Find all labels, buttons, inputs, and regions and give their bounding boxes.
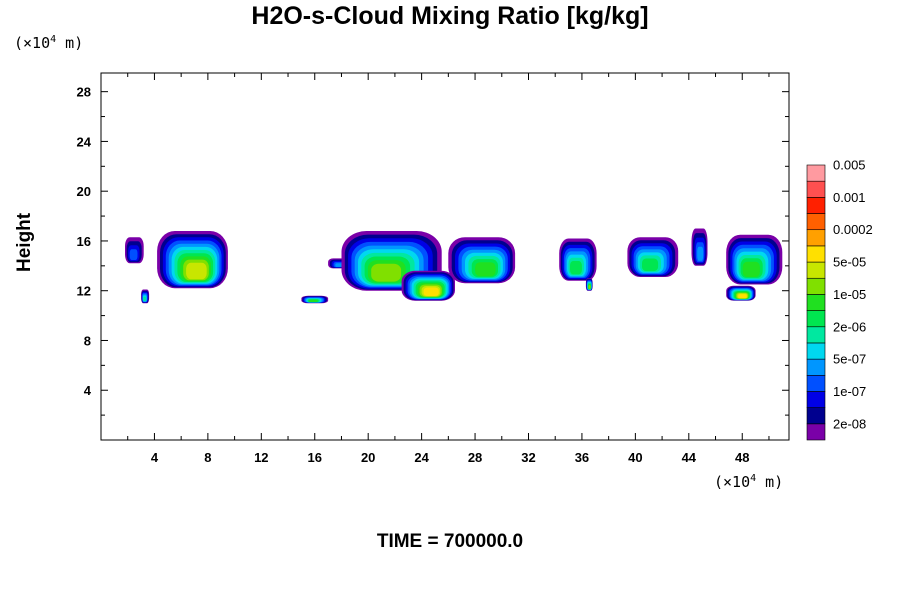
contour-level <box>423 287 439 296</box>
x-tick-label: 32 <box>521 450 535 465</box>
colorbar-swatch <box>806 261 826 279</box>
x-tick-label: 24 <box>414 450 429 465</box>
colorbar-swatch <box>806 326 826 344</box>
x-tick-label: 48 <box>735 450 749 465</box>
x-tick-label: 28 <box>468 450 482 465</box>
colorbar-swatch <box>806 245 826 263</box>
contour-level <box>697 246 704 261</box>
cloud-region <box>301 295 329 304</box>
contour-level <box>742 261 760 277</box>
y-axis-unit: (×104 m) <box>14 34 84 52</box>
colorbar-label: 2e-08 <box>833 416 866 431</box>
colorbar-label: 0.0002 <box>833 222 873 237</box>
contour-level <box>129 249 138 260</box>
contour-level <box>642 258 659 272</box>
colorbar-label: 0.005 <box>833 158 866 173</box>
contour-level <box>335 263 343 267</box>
contour-level <box>186 262 207 280</box>
colorbar-swatch <box>806 277 826 295</box>
time-label: TIME = 700000.0 <box>376 531 524 552</box>
colorbar-label: 5e-05 <box>833 255 866 270</box>
colorbar: 2e-08 1e-07 5e-07 2e-06 1e-05 5e-05 0.0002 0.00… <box>806 158 873 441</box>
y-tick-label: 8 <box>84 333 91 348</box>
cloud-region <box>448 237 516 284</box>
cloud-region <box>726 234 783 285</box>
x-tick-label: 16 <box>308 450 322 465</box>
x-tick-label: 36 <box>575 450 589 465</box>
y-tick-label: 12 <box>77 284 91 299</box>
y-tick-label: 4 <box>84 383 92 398</box>
colorbar-label: 0.001 <box>833 190 866 205</box>
y-tick-label: 24 <box>77 134 92 149</box>
colorbar-swatch <box>806 423 826 441</box>
plot-area <box>125 228 783 304</box>
x-tick-label: 40 <box>628 450 642 465</box>
contour-level <box>371 263 402 282</box>
colorbar-label: 1e-05 <box>833 287 866 302</box>
contour-level <box>570 261 582 275</box>
colorbar-swatch <box>806 310 826 328</box>
cloud-region <box>125 237 144 264</box>
x-tick-label: 8 <box>204 450 211 465</box>
colorbar-swatch <box>806 407 826 425</box>
x-tick-label: 12 <box>254 450 268 465</box>
x-axis-unit: (×104 m) <box>714 473 784 491</box>
cloud-region <box>559 238 597 281</box>
colorbar-swatch <box>806 229 826 247</box>
y-tick-label: 20 <box>77 184 91 199</box>
colorbar-label: 5e-07 <box>833 352 866 367</box>
colorbar-swatch <box>806 391 826 408</box>
colorbar-label: 1e-07 <box>833 384 866 399</box>
cloud-region <box>691 228 708 266</box>
colorbar-swatch <box>806 180 826 198</box>
cloud-region <box>401 270 455 301</box>
colorbar-swatch <box>806 197 826 214</box>
chart-title: H2O-s-Cloud Mixing Ratio [kg/kg] <box>251 2 649 30</box>
contour-level <box>309 299 318 302</box>
cloud-region <box>157 231 228 289</box>
contour-level <box>475 262 496 277</box>
plot-frame <box>100 72 790 441</box>
cloud-region <box>627 237 679 277</box>
cloud-region <box>726 285 756 301</box>
colorbar-swatch <box>806 358 826 376</box>
colorbar-swatch <box>806 294 826 311</box>
y-tick-label: 28 <box>77 85 91 100</box>
cloud-region <box>585 278 593 291</box>
colorbar-label: 2e-06 <box>833 319 866 334</box>
contour-level <box>588 285 591 289</box>
x-tick-label: 44 <box>682 450 697 465</box>
x-tick-label: 20 <box>361 450 375 465</box>
x-tick-label: 4 <box>151 450 159 465</box>
colorbar-swatch <box>806 342 826 360</box>
y-tick-label: 16 <box>77 234 91 249</box>
contour-level <box>143 296 146 302</box>
contour-level <box>738 294 747 299</box>
colorbar-swatch <box>806 374 826 392</box>
colorbar-swatch <box>806 164 826 182</box>
colorbar-swatch <box>806 213 826 231</box>
cloud-region <box>141 289 150 304</box>
